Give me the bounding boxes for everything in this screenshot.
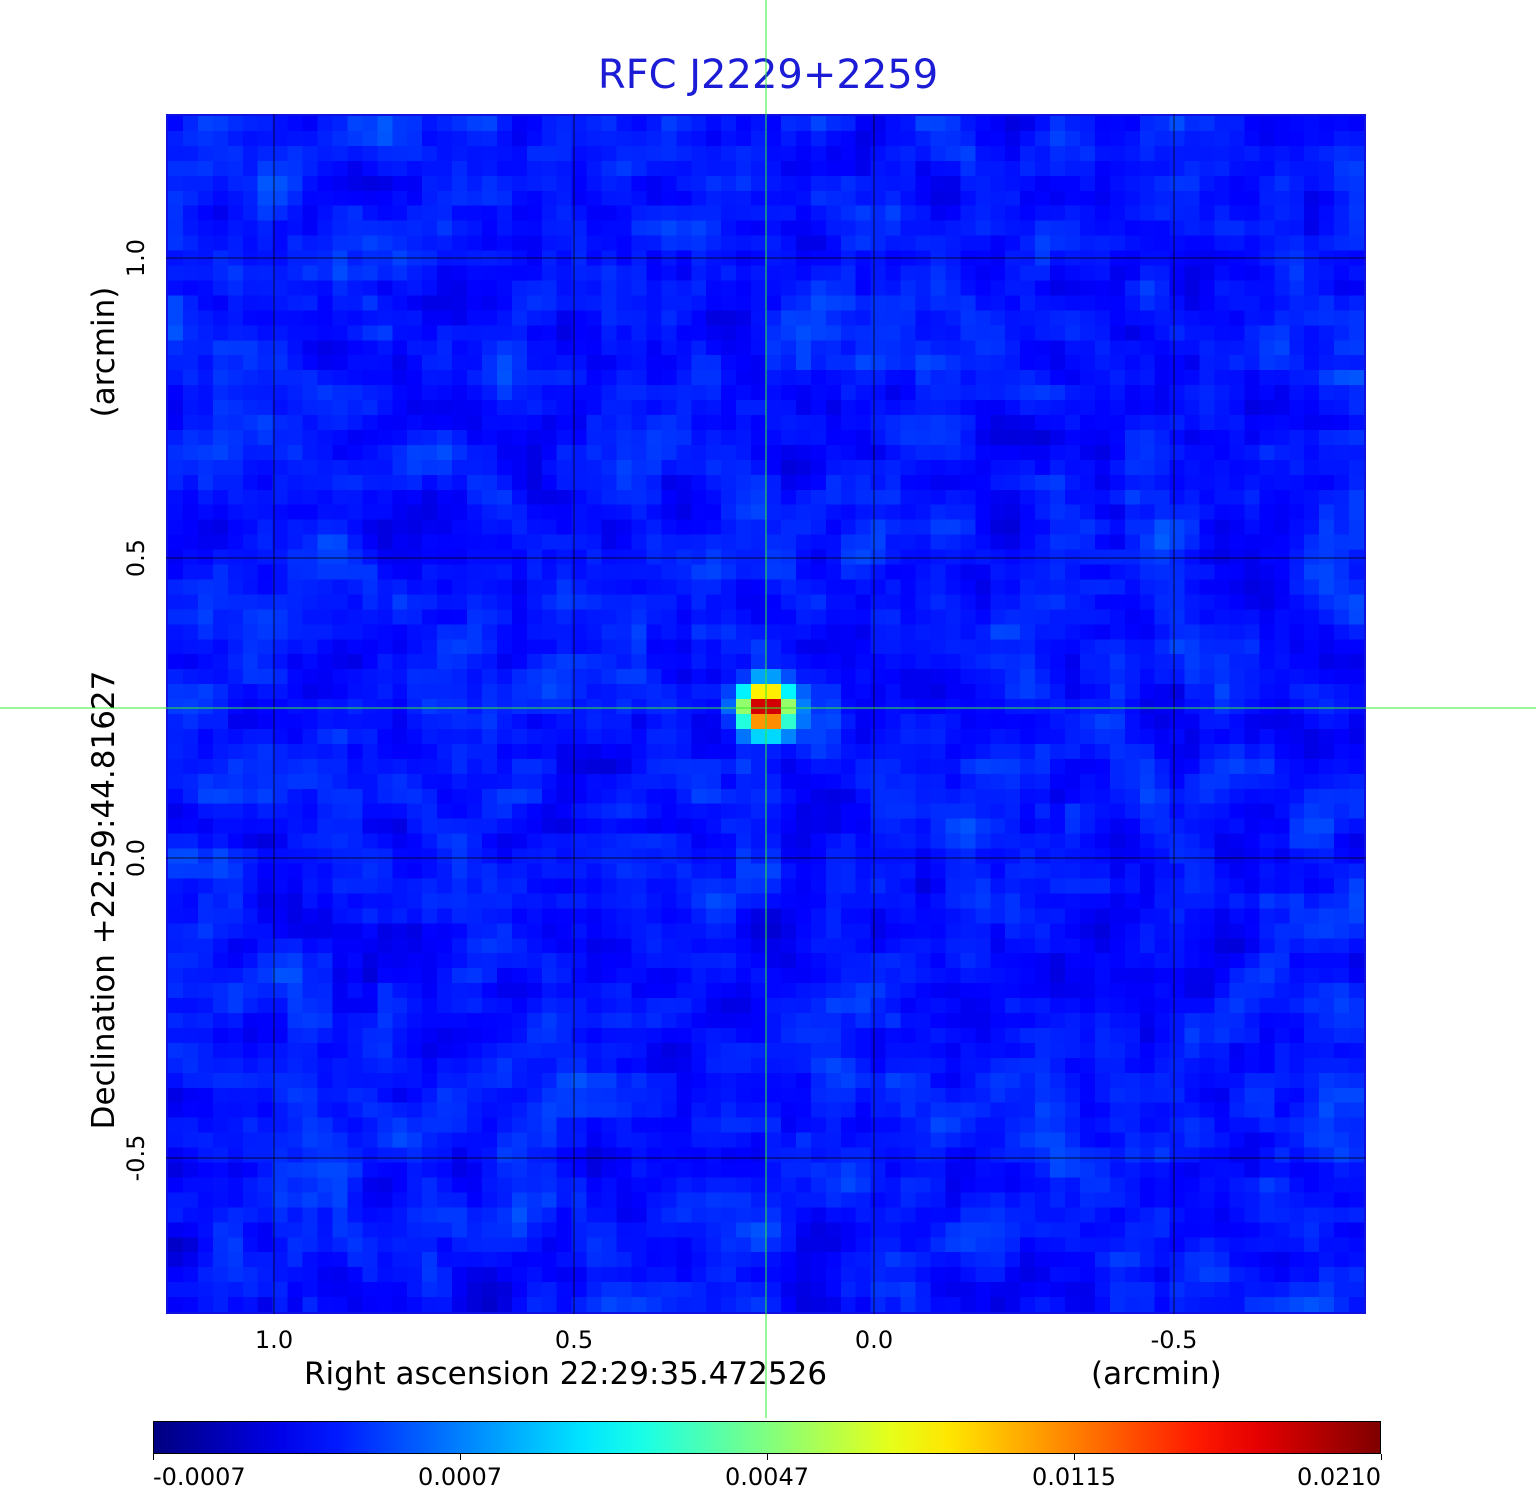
- x-tick-label: 1.0: [254, 1326, 294, 1354]
- y-tick-label: -0.5: [122, 1134, 150, 1182]
- x-tick-label: -0.5: [1150, 1326, 1198, 1354]
- y-axis-unit: (arcmin): [86, 286, 122, 418]
- y-axis-label: Declination +22:59:44.81627: [86, 670, 122, 1130]
- x-tick-label: 0.5: [554, 1326, 594, 1354]
- colorbar-tick-label: 0.0007: [418, 1463, 502, 1491]
- colorbar-tick-mark: [460, 1454, 461, 1460]
- x-axis-label: Right ascension 22:29:35.472526: [304, 1356, 828, 1392]
- x-axis-unit: (arcmin): [1091, 1356, 1222, 1392]
- x-tick-label: 0.0: [854, 1326, 894, 1354]
- plot-area: [166, 114, 1366, 1314]
- y-tick-label: 0.0: [122, 838, 150, 878]
- colorbar-tick-label: -0.0007: [153, 1463, 246, 1491]
- colorbar: [153, 1421, 1381, 1454]
- chart-title: RFC J2229+2259: [597, 52, 939, 98]
- colorbar-tick-label: 0.0115: [1032, 1463, 1116, 1491]
- colorbar-tick-mark: [1381, 1454, 1382, 1460]
- y-tick-label: 0.5: [122, 538, 150, 578]
- colorbar-tick-mark: [153, 1454, 154, 1460]
- colorbar-tick-label: 0.0210: [1297, 1463, 1381, 1491]
- colorbar-tick-mark: [767, 1454, 768, 1460]
- y-tick-label: 1.0: [122, 238, 150, 278]
- intensity-map: [168, 116, 1364, 1312]
- colorbar-tick-label: 0.0047: [725, 1463, 809, 1491]
- colorbar-tick-mark: [1074, 1454, 1075, 1460]
